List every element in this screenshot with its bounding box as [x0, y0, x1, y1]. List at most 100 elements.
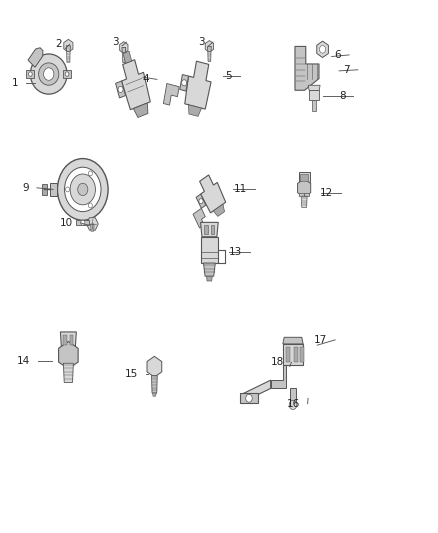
- Polygon shape: [205, 225, 208, 235]
- Polygon shape: [64, 364, 73, 383]
- Text: 14: 14: [17, 356, 30, 366]
- Text: 11: 11: [234, 184, 247, 195]
- Polygon shape: [301, 195, 307, 207]
- Polygon shape: [213, 204, 225, 216]
- Text: 8: 8: [339, 91, 346, 101]
- Circle shape: [289, 400, 297, 409]
- Polygon shape: [240, 393, 258, 403]
- Circle shape: [78, 183, 88, 196]
- Polygon shape: [185, 61, 211, 109]
- Polygon shape: [317, 41, 328, 58]
- Text: 9: 9: [22, 183, 29, 193]
- Polygon shape: [193, 208, 205, 228]
- Ellipse shape: [30, 54, 67, 94]
- Text: 7: 7: [343, 65, 350, 75]
- Polygon shape: [91, 224, 94, 231]
- Polygon shape: [283, 337, 303, 344]
- Polygon shape: [304, 193, 309, 196]
- Ellipse shape: [39, 63, 59, 85]
- Circle shape: [28, 72, 32, 76]
- Polygon shape: [201, 222, 218, 237]
- Text: 16: 16: [286, 399, 300, 409]
- Text: 15: 15: [125, 369, 138, 379]
- Polygon shape: [309, 91, 319, 100]
- Polygon shape: [312, 100, 316, 111]
- Circle shape: [65, 72, 69, 76]
- Polygon shape: [123, 51, 132, 63]
- Polygon shape: [26, 70, 35, 78]
- Text: 12: 12: [320, 188, 333, 198]
- Polygon shape: [283, 344, 303, 365]
- Polygon shape: [42, 184, 47, 195]
- Polygon shape: [66, 46, 71, 52]
- Polygon shape: [64, 335, 67, 345]
- Polygon shape: [244, 380, 271, 401]
- Text: 18: 18: [270, 357, 284, 367]
- Circle shape: [319, 45, 326, 53]
- Polygon shape: [163, 84, 179, 105]
- Text: 10: 10: [60, 218, 73, 228]
- Circle shape: [44, 68, 54, 80]
- Polygon shape: [308, 85, 320, 91]
- Polygon shape: [295, 46, 319, 90]
- Circle shape: [88, 203, 92, 208]
- Polygon shape: [60, 332, 76, 347]
- Polygon shape: [205, 41, 214, 52]
- Circle shape: [118, 86, 123, 93]
- Polygon shape: [300, 174, 308, 181]
- Circle shape: [246, 394, 252, 402]
- Polygon shape: [50, 183, 57, 196]
- Polygon shape: [299, 193, 304, 196]
- Polygon shape: [147, 357, 162, 377]
- Polygon shape: [59, 342, 78, 369]
- Polygon shape: [286, 347, 290, 362]
- Polygon shape: [297, 179, 311, 197]
- Circle shape: [57, 159, 108, 220]
- Text: 13: 13: [229, 247, 242, 256]
- Polygon shape: [196, 194, 206, 208]
- Polygon shape: [64, 39, 73, 52]
- Text: 1: 1: [11, 78, 18, 88]
- Polygon shape: [70, 335, 73, 345]
- Text: 3: 3: [198, 37, 205, 47]
- Polygon shape: [211, 225, 214, 235]
- Circle shape: [70, 174, 95, 205]
- Polygon shape: [201, 237, 218, 263]
- Polygon shape: [77, 220, 89, 225]
- Polygon shape: [86, 218, 98, 230]
- Circle shape: [81, 220, 85, 225]
- Polygon shape: [63, 70, 71, 78]
- Polygon shape: [299, 172, 310, 182]
- Polygon shape: [293, 347, 298, 362]
- Text: 17: 17: [314, 335, 327, 345]
- Text: 6: 6: [335, 50, 341, 60]
- Polygon shape: [204, 263, 215, 276]
- Polygon shape: [120, 42, 128, 53]
- Polygon shape: [28, 48, 43, 67]
- Circle shape: [64, 167, 101, 212]
- Polygon shape: [200, 175, 226, 213]
- Polygon shape: [188, 105, 201, 116]
- Circle shape: [182, 80, 187, 86]
- Polygon shape: [122, 47, 126, 53]
- Polygon shape: [271, 365, 286, 389]
- Polygon shape: [300, 347, 304, 362]
- Polygon shape: [208, 52, 211, 61]
- Text: 2: 2: [55, 39, 62, 49]
- Polygon shape: [67, 52, 70, 62]
- Polygon shape: [122, 60, 150, 110]
- Circle shape: [88, 171, 92, 176]
- Polygon shape: [133, 103, 148, 117]
- Polygon shape: [208, 46, 211, 52]
- Polygon shape: [116, 81, 126, 98]
- Polygon shape: [152, 393, 156, 396]
- Text: 4: 4: [142, 75, 149, 84]
- Polygon shape: [180, 75, 188, 91]
- Polygon shape: [290, 389, 297, 401]
- Text: 3: 3: [112, 37, 119, 47]
- Polygon shape: [122, 53, 125, 62]
- Circle shape: [199, 199, 203, 204]
- Polygon shape: [152, 375, 157, 393]
- Text: 5: 5: [226, 71, 232, 81]
- Polygon shape: [207, 276, 212, 281]
